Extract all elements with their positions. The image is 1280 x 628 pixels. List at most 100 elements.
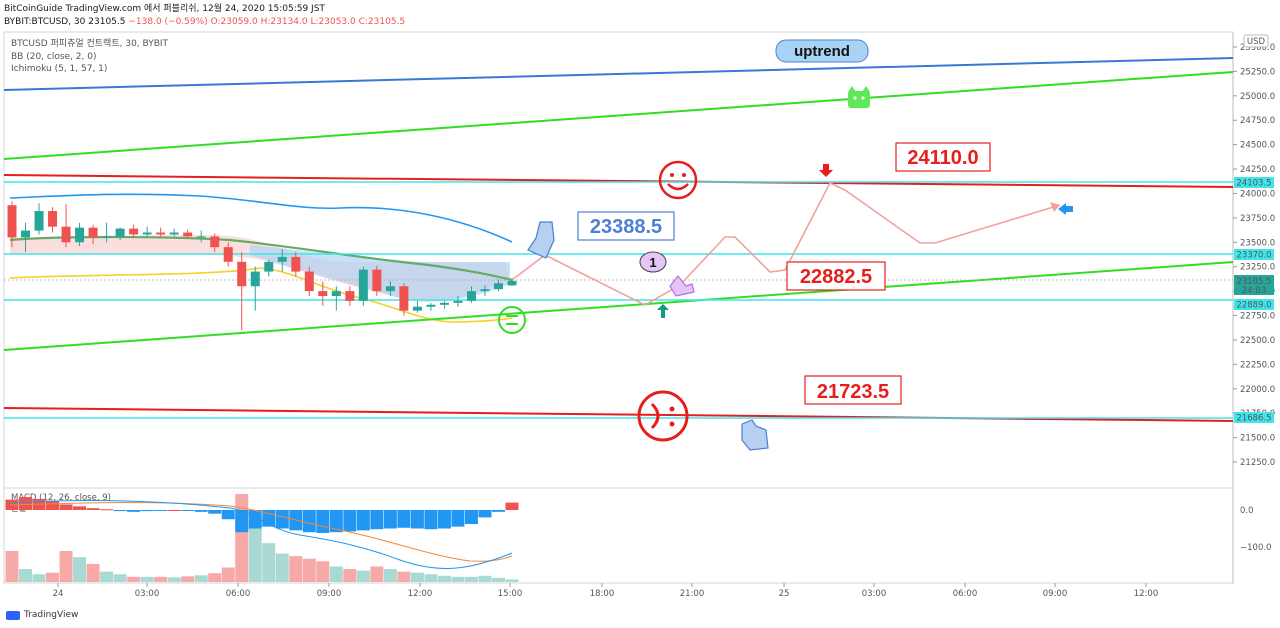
macd-hist-bar: [248, 510, 262, 529]
volume-bar: [356, 570, 370, 582]
macd-hist-bar: [86, 508, 100, 510]
volume-bar: [5, 550, 19, 582]
macd-hist-bar: [181, 510, 195, 511]
candle-body[interactable]: [7, 205, 17, 238]
label-23388: 23388.5: [590, 216, 662, 238]
candle-body[interactable]: [439, 302, 449, 305]
price-tick-label: 24500.0: [1240, 141, 1275, 151]
macd-tick-0: 0.0: [1240, 506, 1254, 516]
candle-body[interactable]: [264, 261, 274, 272]
candle-body[interactable]: [291, 256, 301, 272]
price-tick-label: 22000.0: [1240, 385, 1275, 395]
candle-body[interactable]: [183, 232, 193, 237]
tag-22889: 22889.0: [1236, 301, 1271, 311]
projection-arrowhead: [1050, 202, 1060, 212]
volume-bar: [32, 574, 46, 582]
green-upper-trend-line[interactable]: [3, 71, 1234, 160]
time-tick-label: 03:00: [862, 589, 887, 599]
candle-body[interactable]: [88, 227, 98, 238]
price-tick-label: 24250.0: [1240, 165, 1275, 175]
volume-bar: [127, 576, 141, 582]
candle-body[interactable]: [196, 236, 206, 238]
candle-body[interactable]: [304, 271, 314, 292]
callout-22882[interactable]: [786, 261, 886, 291]
callout-24110[interactable]: [895, 142, 991, 172]
candle-body[interactable]: [426, 304, 436, 307]
volume-bar: [397, 571, 411, 582]
callout-21723[interactable]: [804, 375, 902, 405]
price-tick-label: 21250.0: [1240, 458, 1275, 468]
time-tick-label: 09:00: [1043, 589, 1068, 599]
tag-22889-bg: [1234, 299, 1274, 310]
macd-hist-bar: [59, 504, 73, 510]
volume-bar: [208, 573, 222, 582]
macd-legend[interactable]: MACD (12, 26, close, 9): [11, 493, 111, 503]
candle-body[interactable]: [250, 271, 260, 287]
macd-hist-bar: [19, 497, 33, 510]
marker-bubble[interactable]: [639, 251, 667, 273]
candle-body[interactable]: [223, 247, 233, 262]
currency-badge[interactable]: [1243, 34, 1269, 48]
volume-bar: [464, 576, 478, 582]
candle-body[interactable]: [412, 306, 422, 311]
red-support-line[interactable]: [3, 407, 1234, 422]
price-tick-label: 25250.0: [1240, 67, 1275, 77]
blue-trend-line[interactable]: [3, 57, 1234, 91]
tag-23370-bg: [1234, 249, 1274, 260]
callout-23388[interactable]: [577, 211, 675, 241]
candle-body[interactable]: [480, 289, 490, 292]
candlestick-series[interactable]: [7, 201, 517, 331]
macd-hist-bar: [208, 510, 222, 514]
candle-body[interactable]: [156, 232, 166, 235]
candle-body[interactable]: [48, 211, 58, 227]
macd-hist-bar: [235, 510, 249, 533]
macd-hist-bar: [464, 510, 478, 525]
price-tick-label: 24750.0: [1240, 116, 1275, 126]
candle-body[interactable]: [237, 261, 247, 287]
red-resistance-line[interactable]: [3, 174, 1234, 188]
macd-hist-bar: [478, 510, 492, 518]
candle-body[interactable]: [34, 211, 44, 231]
candle-body[interactable]: [385, 286, 395, 292]
candle-body[interactable]: [210, 236, 220, 248]
hand-pointer-up-icon: [741, 419, 769, 451]
candle-body[interactable]: [453, 300, 463, 303]
candle-body[interactable]: [129, 228, 139, 235]
candle-body[interactable]: [331, 291, 341, 296]
candle-body[interactable]: [493, 283, 503, 290]
time-tick-label: 15:00: [498, 589, 523, 599]
candle-body[interactable]: [372, 269, 382, 292]
ichimoku-indicator-label[interactable]: Ichimoku (5, 1, 57, 1): [11, 64, 108, 74]
candle-body[interactable]: [358, 269, 368, 301]
candle-body[interactable]: [466, 291, 476, 301]
candle-body[interactable]: [507, 280, 517, 286]
happy-face-icon: [658, 160, 698, 200]
candle-body[interactable]: [102, 236, 112, 238]
up-arrow-icon: [657, 304, 669, 318]
volume-bar: [100, 571, 114, 582]
candle-body[interactable]: [21, 230, 31, 238]
candle-body[interactable]: [75, 227, 85, 243]
uptrend-callout[interactable]: [775, 39, 869, 63]
time-tick-label: 18:00: [590, 589, 615, 599]
candle-body[interactable]: [345, 291, 355, 301]
macd-hist-bar: [397, 510, 411, 528]
bb-indicator-label[interactable]: BB (20, close, 2, 0): [11, 51, 97, 62]
instrument-label[interactable]: BTCUSD 퍼피츄얼 컨트랙트, 30, BYBIT: [11, 39, 169, 49]
candle-body[interactable]: [399, 286, 409, 311]
candle-body[interactable]: [115, 228, 125, 237]
time-axis[interactable]: 24 03:00 06:00 09:00 12:00 15:00 18:00 21:00 25 0…: [53, 583, 1159, 599]
candle-body[interactable]: [169, 232, 179, 235]
candle-body[interactable]: [318, 291, 328, 296]
macd-hist-bar: [221, 510, 235, 520]
macd-hist-bar: [329, 510, 343, 533]
candle-body[interactable]: [61, 226, 71, 243]
projection-path[interactable]: [511, 181, 1061, 306]
candle-body[interactable]: [277, 256, 287, 262]
price-tick-label: 23500.0: [1240, 238, 1275, 248]
green-lower-trend-line[interactable]: [3, 261, 1234, 351]
label-21723: 21723.5: [817, 381, 889, 403]
price-tick-label: 24000.0: [1240, 189, 1275, 199]
candle-body[interactable]: [142, 232, 152, 235]
